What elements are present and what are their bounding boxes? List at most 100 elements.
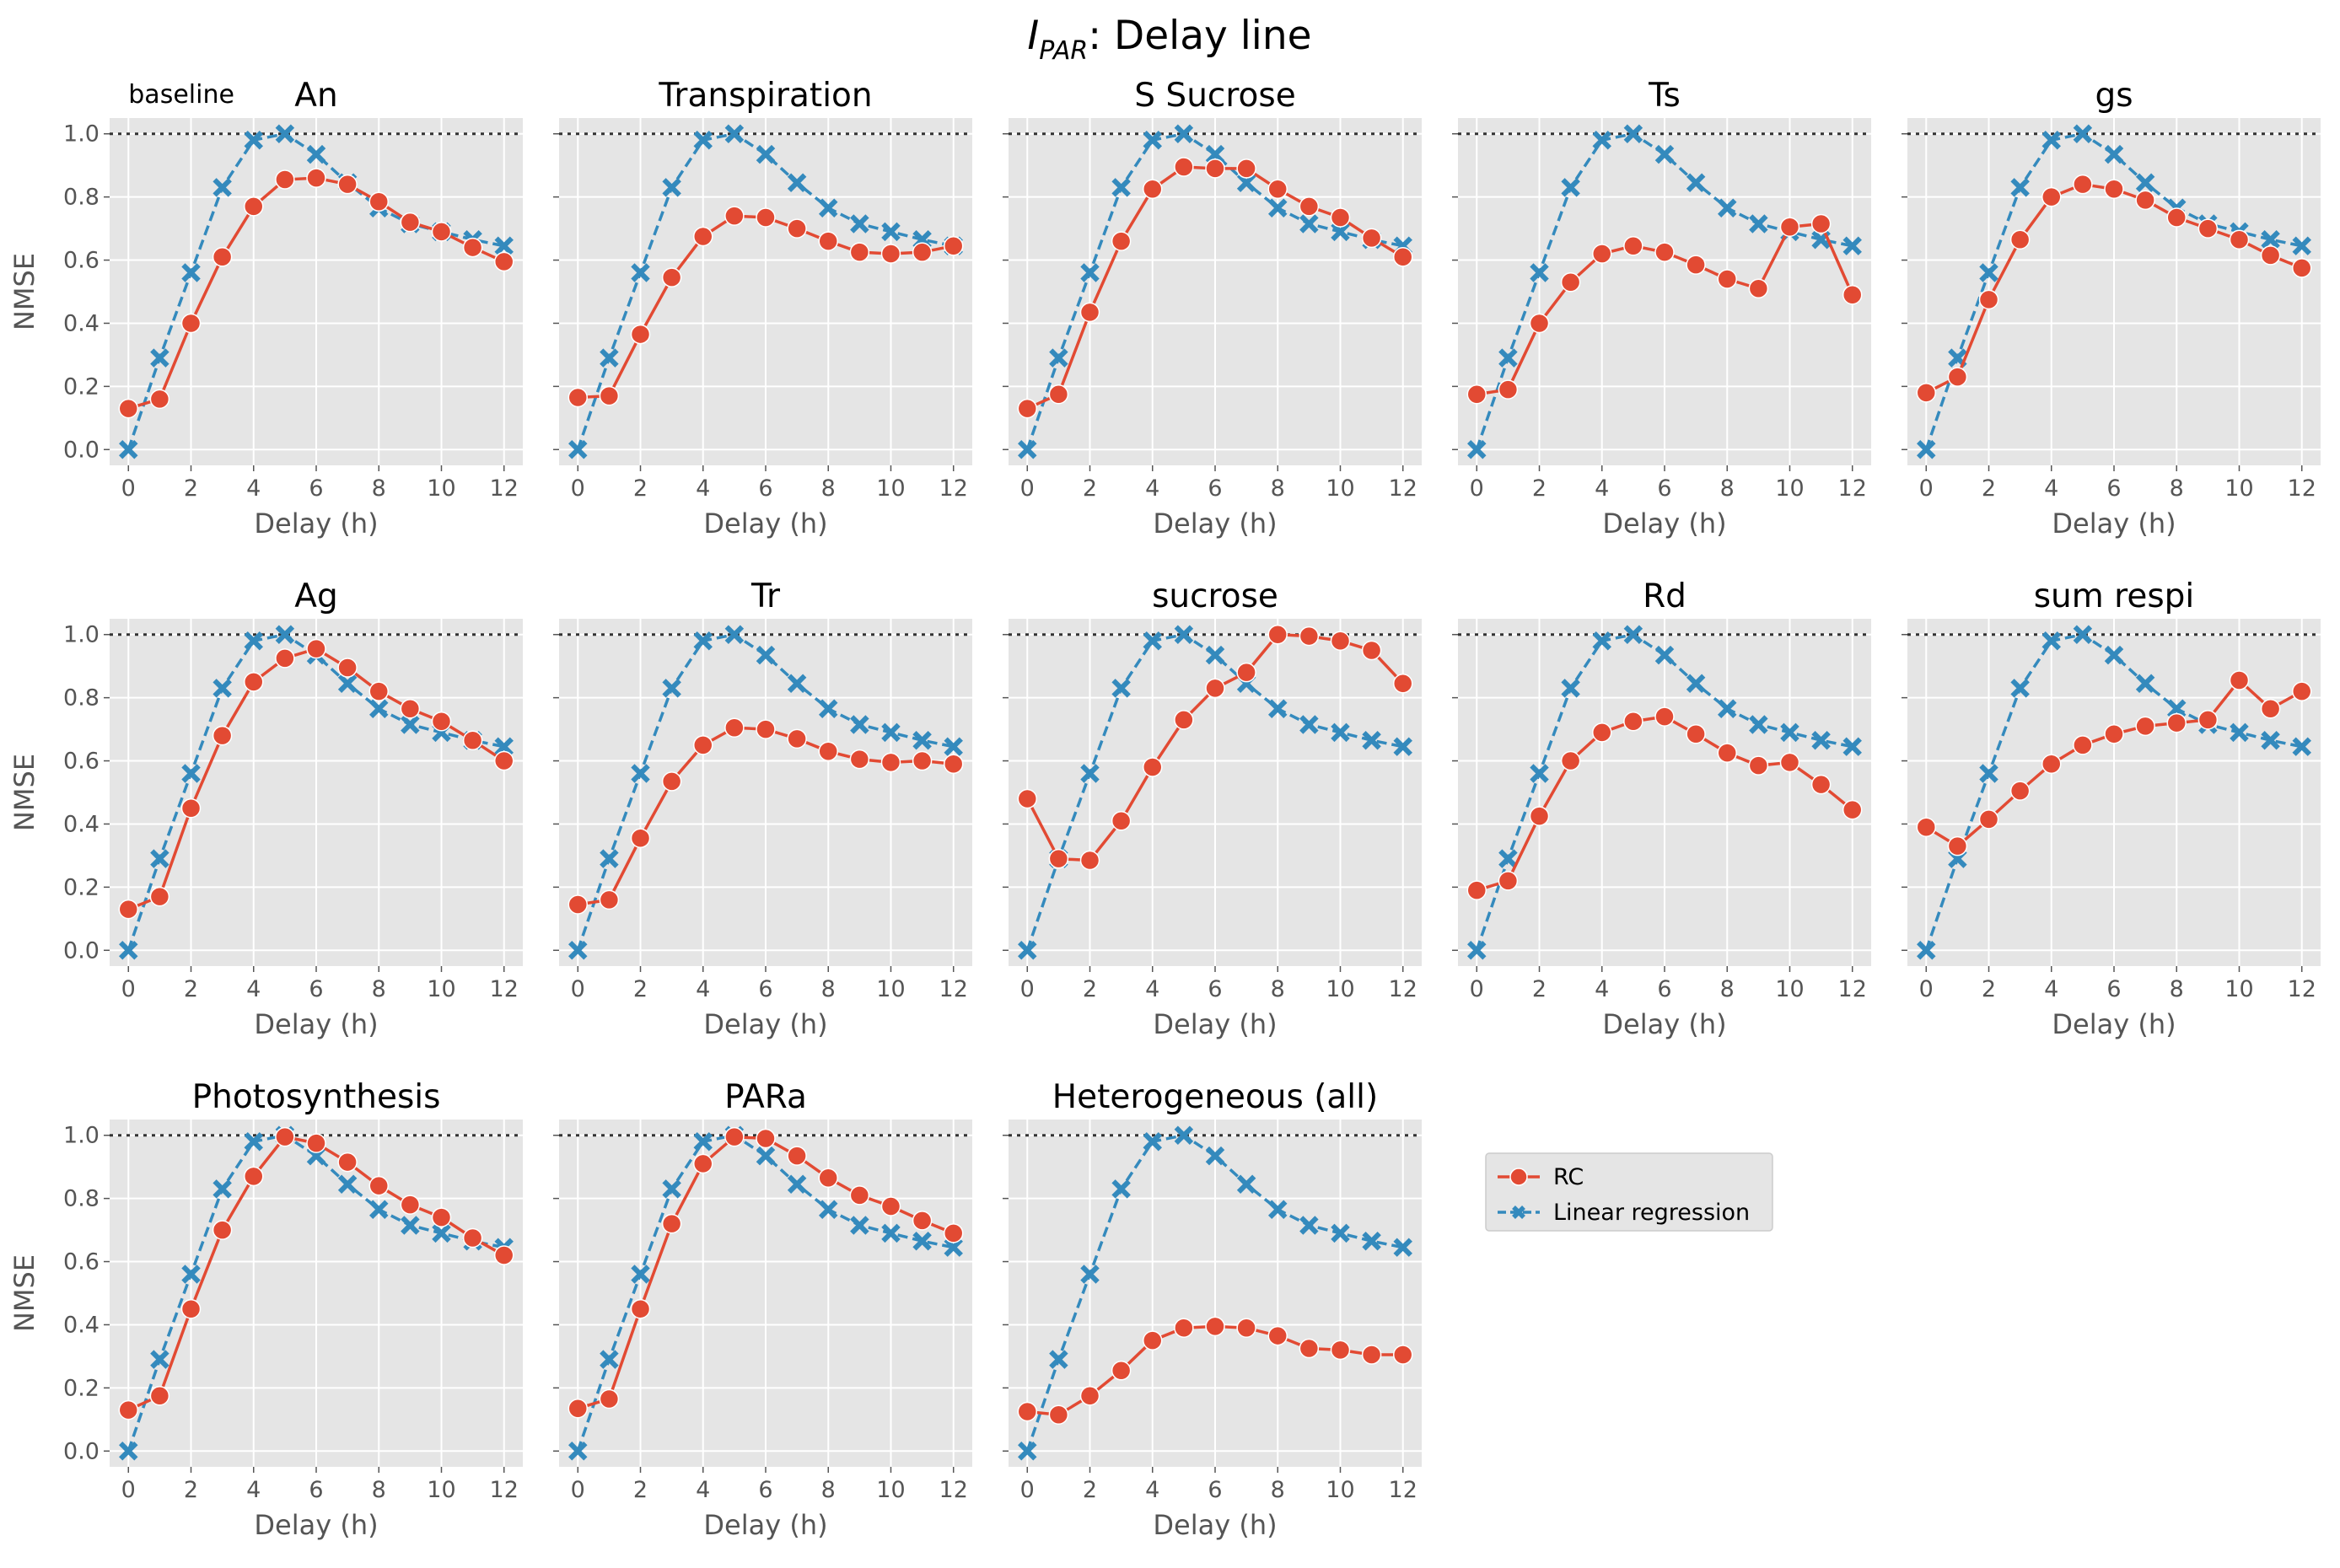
x-tick-label: 8: [2170, 976, 2184, 1002]
linear-regression-point: [432, 1223, 451, 1243]
rc-point: [431, 711, 452, 732]
linear-regression-point: [244, 1131, 264, 1152]
linear-regression-point: [1467, 941, 1487, 960]
linear-regression-point: [724, 625, 745, 644]
linear-regression-point: [1267, 1200, 1288, 1219]
rc-point: [1236, 1318, 1256, 1338]
rc-point: [1560, 272, 1581, 293]
subplot-title: Transpiration: [658, 77, 872, 115]
x-tick-label: 10: [427, 1477, 455, 1503]
x-tick-label: 4: [696, 475, 710, 502]
linear-regression-point: [1498, 348, 1518, 368]
linear-regression-point: [181, 263, 201, 282]
rc-point: [630, 324, 651, 345]
rc-point: [787, 728, 807, 749]
linear-regression-point: [818, 1200, 838, 1219]
rc-point: [880, 1196, 901, 1216]
linear-regression-point: [1749, 214, 1768, 234]
x-axis-label: Delay (h): [1602, 507, 1726, 540]
x-tick-label: 4: [696, 976, 710, 1002]
rc-point: [599, 889, 620, 910]
x-tick-label: 6: [1657, 475, 1671, 502]
legend: RC Linear regression: [1485, 1152, 1773, 1232]
linear-regression-point: [2104, 144, 2124, 164]
rc-point: [1143, 757, 1163, 777]
rc-point: [599, 1388, 620, 1410]
x-tick-label: 12: [490, 475, 519, 502]
x-tick-label: 0: [1919, 475, 1934, 502]
linear-regression-point: [1080, 764, 1100, 783]
rc-point: [943, 1223, 964, 1243]
rc-point: [1299, 626, 1320, 647]
linear-regression-point: [568, 1442, 588, 1461]
rc-point: [275, 648, 295, 669]
linear-regression-point: [1331, 222, 1350, 242]
rc-point: [1299, 1338, 1320, 1359]
linear-regression-point: [1143, 1131, 1163, 1152]
x-axis-label: Delay (h): [2052, 1008, 2176, 1040]
x-tick-label: 6: [758, 475, 772, 502]
y-tick-label: 1.0: [63, 622, 100, 648]
linear-regression-point: [693, 130, 713, 150]
rc-point: [818, 231, 838, 251]
x-tick-label: 12: [490, 1477, 519, 1503]
x-tick-label: 6: [1208, 475, 1222, 502]
x-axis-label: Delay (h): [254, 1008, 378, 1040]
subplot-title: Ts: [1648, 77, 1681, 115]
x-tick-label: 8: [821, 976, 836, 1002]
legend-label: Linear regression: [1553, 1200, 1750, 1226]
rc-point: [661, 267, 682, 287]
x-tick-label: 4: [246, 976, 261, 1002]
linear-regression-point: [850, 715, 869, 734]
linear-regression-point: [1174, 625, 1194, 644]
subplot-title: An: [294, 77, 337, 115]
rc-point: [756, 719, 776, 739]
linear-regression-point: [850, 214, 869, 234]
x-tick-label: 10: [2224, 475, 2253, 502]
linear-regression-point: [1467, 440, 1487, 459]
rc-point: [943, 235, 964, 256]
rc-point: [337, 1152, 358, 1173]
x-tick-label: 4: [696, 1477, 710, 1503]
x-axis-label: Delay (h): [254, 507, 378, 540]
rc-point: [368, 681, 389, 701]
x-tick-label: 10: [1326, 475, 1354, 502]
rc-point: [368, 191, 389, 212]
x-tick-label: 4: [1595, 976, 1609, 1002]
rc-point: [2104, 179, 2124, 200]
linear-regression-point: [368, 699, 389, 718]
linear-regression-point: [2292, 737, 2311, 756]
linear-regression-point: [1080, 263, 1100, 282]
x-tick-label: 12: [1389, 976, 1417, 1002]
rc-point: [2197, 710, 2219, 730]
x-tick-label: 10: [427, 976, 455, 1002]
linear-regression-point: [1205, 645, 1225, 665]
linear-regression-point: [2104, 645, 2124, 665]
linear-regression-point: [401, 1216, 420, 1235]
x-tick-label: 10: [1326, 1477, 1354, 1503]
rc-point: [1048, 1404, 1069, 1425]
linear-regression-point: [244, 631, 264, 651]
linear-regression-point: [1331, 722, 1350, 743]
x-tick-label: 8: [821, 475, 836, 502]
rc-point: [1916, 817, 1937, 837]
linear-regression-point: [1018, 1442, 1037, 1461]
rc-point: [1079, 1385, 1100, 1406]
linear-regression-point: [818, 699, 838, 718]
subplot-gs: 0 2 4 6 8 10 12 Delay (h) gs: [1902, 77, 2321, 540]
linear-regression-point: [662, 679, 681, 698]
rc-point: [912, 750, 933, 771]
rc-point: [118, 398, 139, 419]
linear-regression-point: [1749, 715, 1768, 734]
x-tick-label: 6: [1208, 976, 1222, 1002]
rc-point: [1686, 255, 1706, 275]
x-tick-label: 6: [309, 475, 323, 502]
linear-regression-point: [337, 1174, 358, 1195]
linear-regression-point: [2292, 236, 2311, 255]
linear-regression-point: [1080, 1265, 1100, 1284]
rc-point: [1842, 284, 1863, 305]
rc-point: [2073, 735, 2093, 755]
linear-regression-point: [1561, 178, 1580, 197]
x-tick-label: 12: [939, 475, 968, 502]
linear-regression-point: [1561, 679, 1580, 698]
